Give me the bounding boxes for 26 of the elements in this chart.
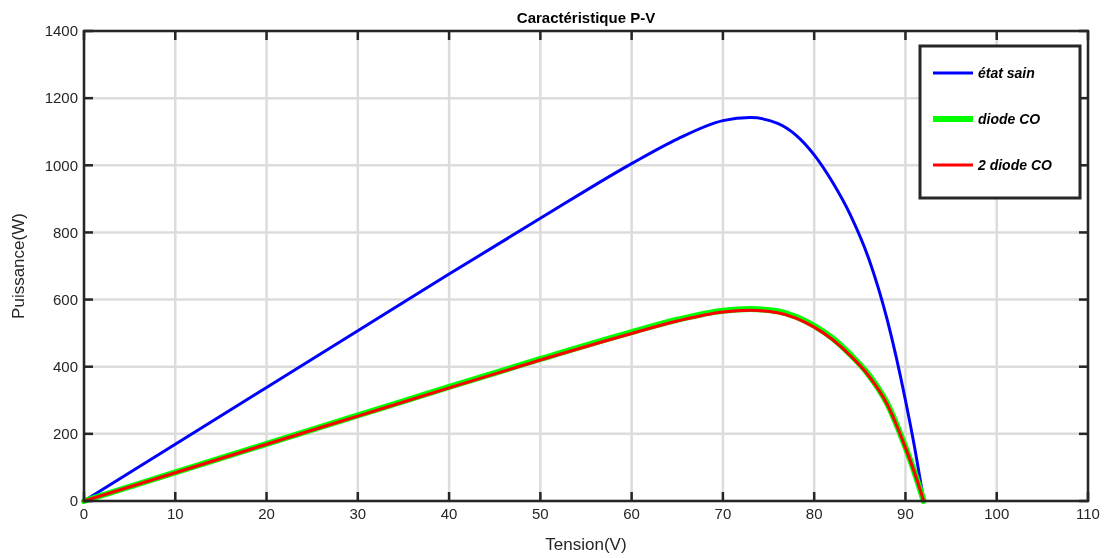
y-tick-label: 1200 xyxy=(44,89,78,107)
x-tick-label: 110 xyxy=(1076,505,1100,522)
legend-label: état sain xyxy=(978,64,1035,81)
y-tick-label: 800 xyxy=(52,223,78,241)
y-axis-title: Puissance(W) xyxy=(9,213,28,319)
x-tick-label: 0 xyxy=(79,505,89,522)
y-tick-label: 400 xyxy=(52,357,78,375)
y-tick-label: 1000 xyxy=(44,156,78,174)
x-tick-label: 20 xyxy=(258,505,275,522)
x-tick-label: 80 xyxy=(805,505,823,522)
legend-label: diode CO xyxy=(978,110,1041,127)
legend-label: 2 diode CO xyxy=(977,156,1053,173)
y-tick-label: 0 xyxy=(69,492,78,510)
x-tick-label: 90 xyxy=(897,505,914,522)
y-tick-label: 600 xyxy=(52,290,78,308)
x-tick-label: 40 xyxy=(440,505,458,522)
x-tick-label: 70 xyxy=(714,505,732,522)
chart-title: Caractéristique P-V xyxy=(516,9,656,26)
x-tick-label: 30 xyxy=(349,505,367,522)
x-axis-title: Tension(V) xyxy=(545,535,627,554)
y-tick-label: 200 xyxy=(52,425,78,443)
y-tick-label: 1400 xyxy=(44,22,78,40)
x-tick-label: 10 xyxy=(166,505,184,522)
x-tick-label: 60 xyxy=(623,505,640,522)
x-tick-label: 50 xyxy=(532,505,549,522)
x-tick-label: 100 xyxy=(984,505,1010,522)
